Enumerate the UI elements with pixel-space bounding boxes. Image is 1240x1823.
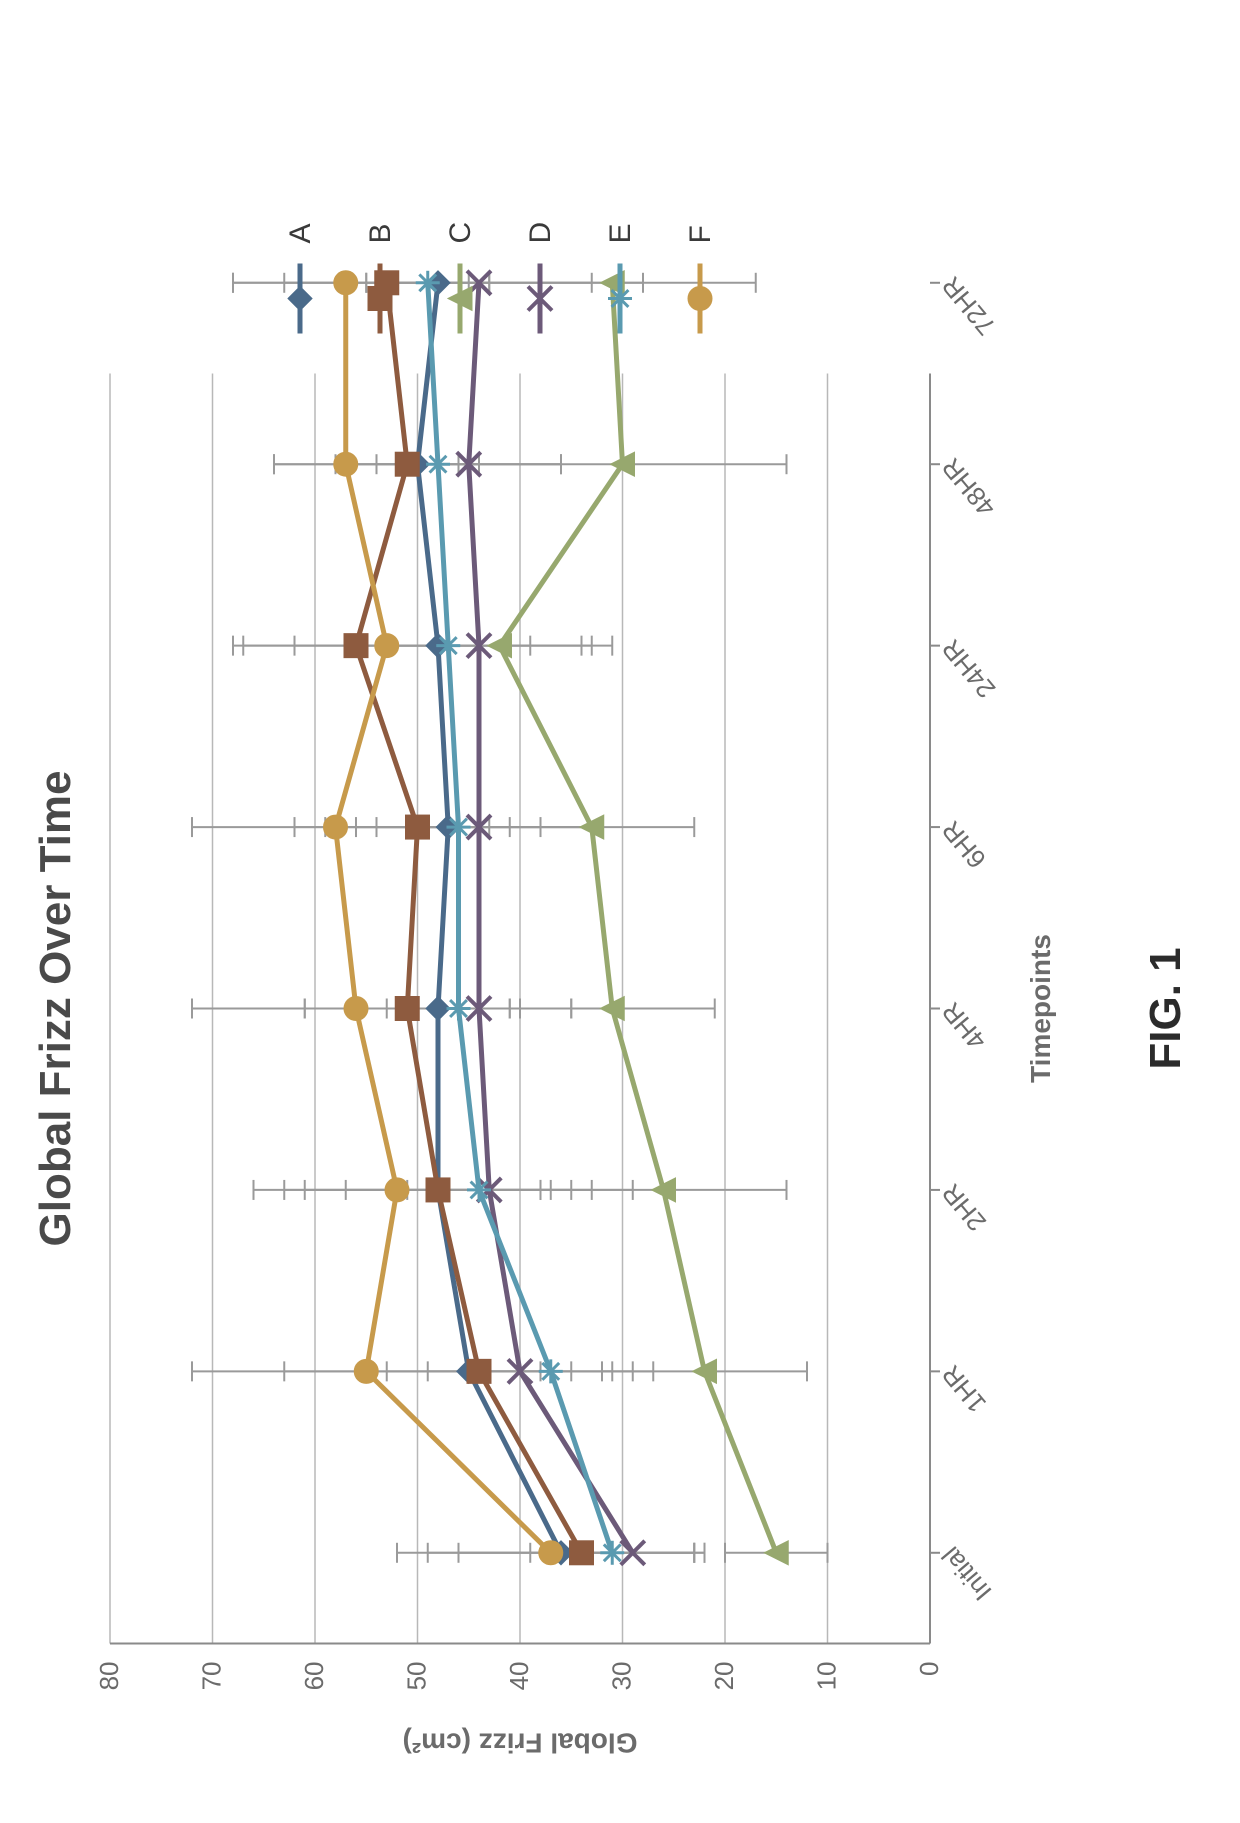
- svg-text:10: 10: [812, 1661, 842, 1690]
- legend-label: C: [444, 221, 477, 243]
- figure-canvas: Global Frizz Over Time 0 10 20 30 40 50 60 70 80 I…: [0, 0, 1240, 1823]
- chart-svg: Global Frizz Over Time 0 10 20 30 40 50 60 70 80 I…: [0, 0, 1240, 1823]
- legend-label: A: [284, 223, 317, 243]
- svg-text:0: 0: [914, 1661, 944, 1675]
- x-tick-label: 72HR: [936, 270, 1002, 340]
- svg-text:50: 50: [402, 1661, 432, 1690]
- svg-text:60: 60: [299, 1661, 329, 1690]
- x-tick-label: 1HR: [936, 1359, 992, 1418]
- legend-label: F: [684, 225, 717, 243]
- svg-text:70: 70: [197, 1661, 227, 1690]
- legend-label: D: [524, 221, 557, 243]
- x-tick-label: 4HR: [936, 996, 992, 1055]
- x-tick-label: 24HR: [936, 633, 1002, 703]
- legend-label: B: [364, 223, 397, 243]
- legend-label: E: [604, 223, 637, 243]
- svg-text:20: 20: [709, 1661, 739, 1690]
- svg-text:40: 40: [504, 1661, 534, 1690]
- x-tick-label: 6HR: [936, 815, 992, 874]
- page: Global Frizz Over Time 0 10 20 30 40 50 60 70 80 I…: [0, 0, 1240, 1823]
- svg-text:30: 30: [607, 1661, 637, 1690]
- x-tick-label: 2HR: [936, 1178, 992, 1237]
- x-tick-label: Initial: [936, 1540, 998, 1606]
- x-axis-title: Timepoints: [1025, 934, 1056, 1083]
- rotated-canvas: Global Frizz Over Time 0 10 20 30 40 50 60 70 80 I…: [0, 0, 1240, 1823]
- chart-title: Global Frizz Over Time: [31, 770, 80, 1246]
- y-axis-title: Global Frizz (cm²): [403, 1727, 638, 1758]
- svg-text:80: 80: [94, 1661, 124, 1690]
- figure-caption: FIG. 1: [1141, 947, 1190, 1069]
- x-tick-label: 48HR: [936, 452, 1002, 522]
